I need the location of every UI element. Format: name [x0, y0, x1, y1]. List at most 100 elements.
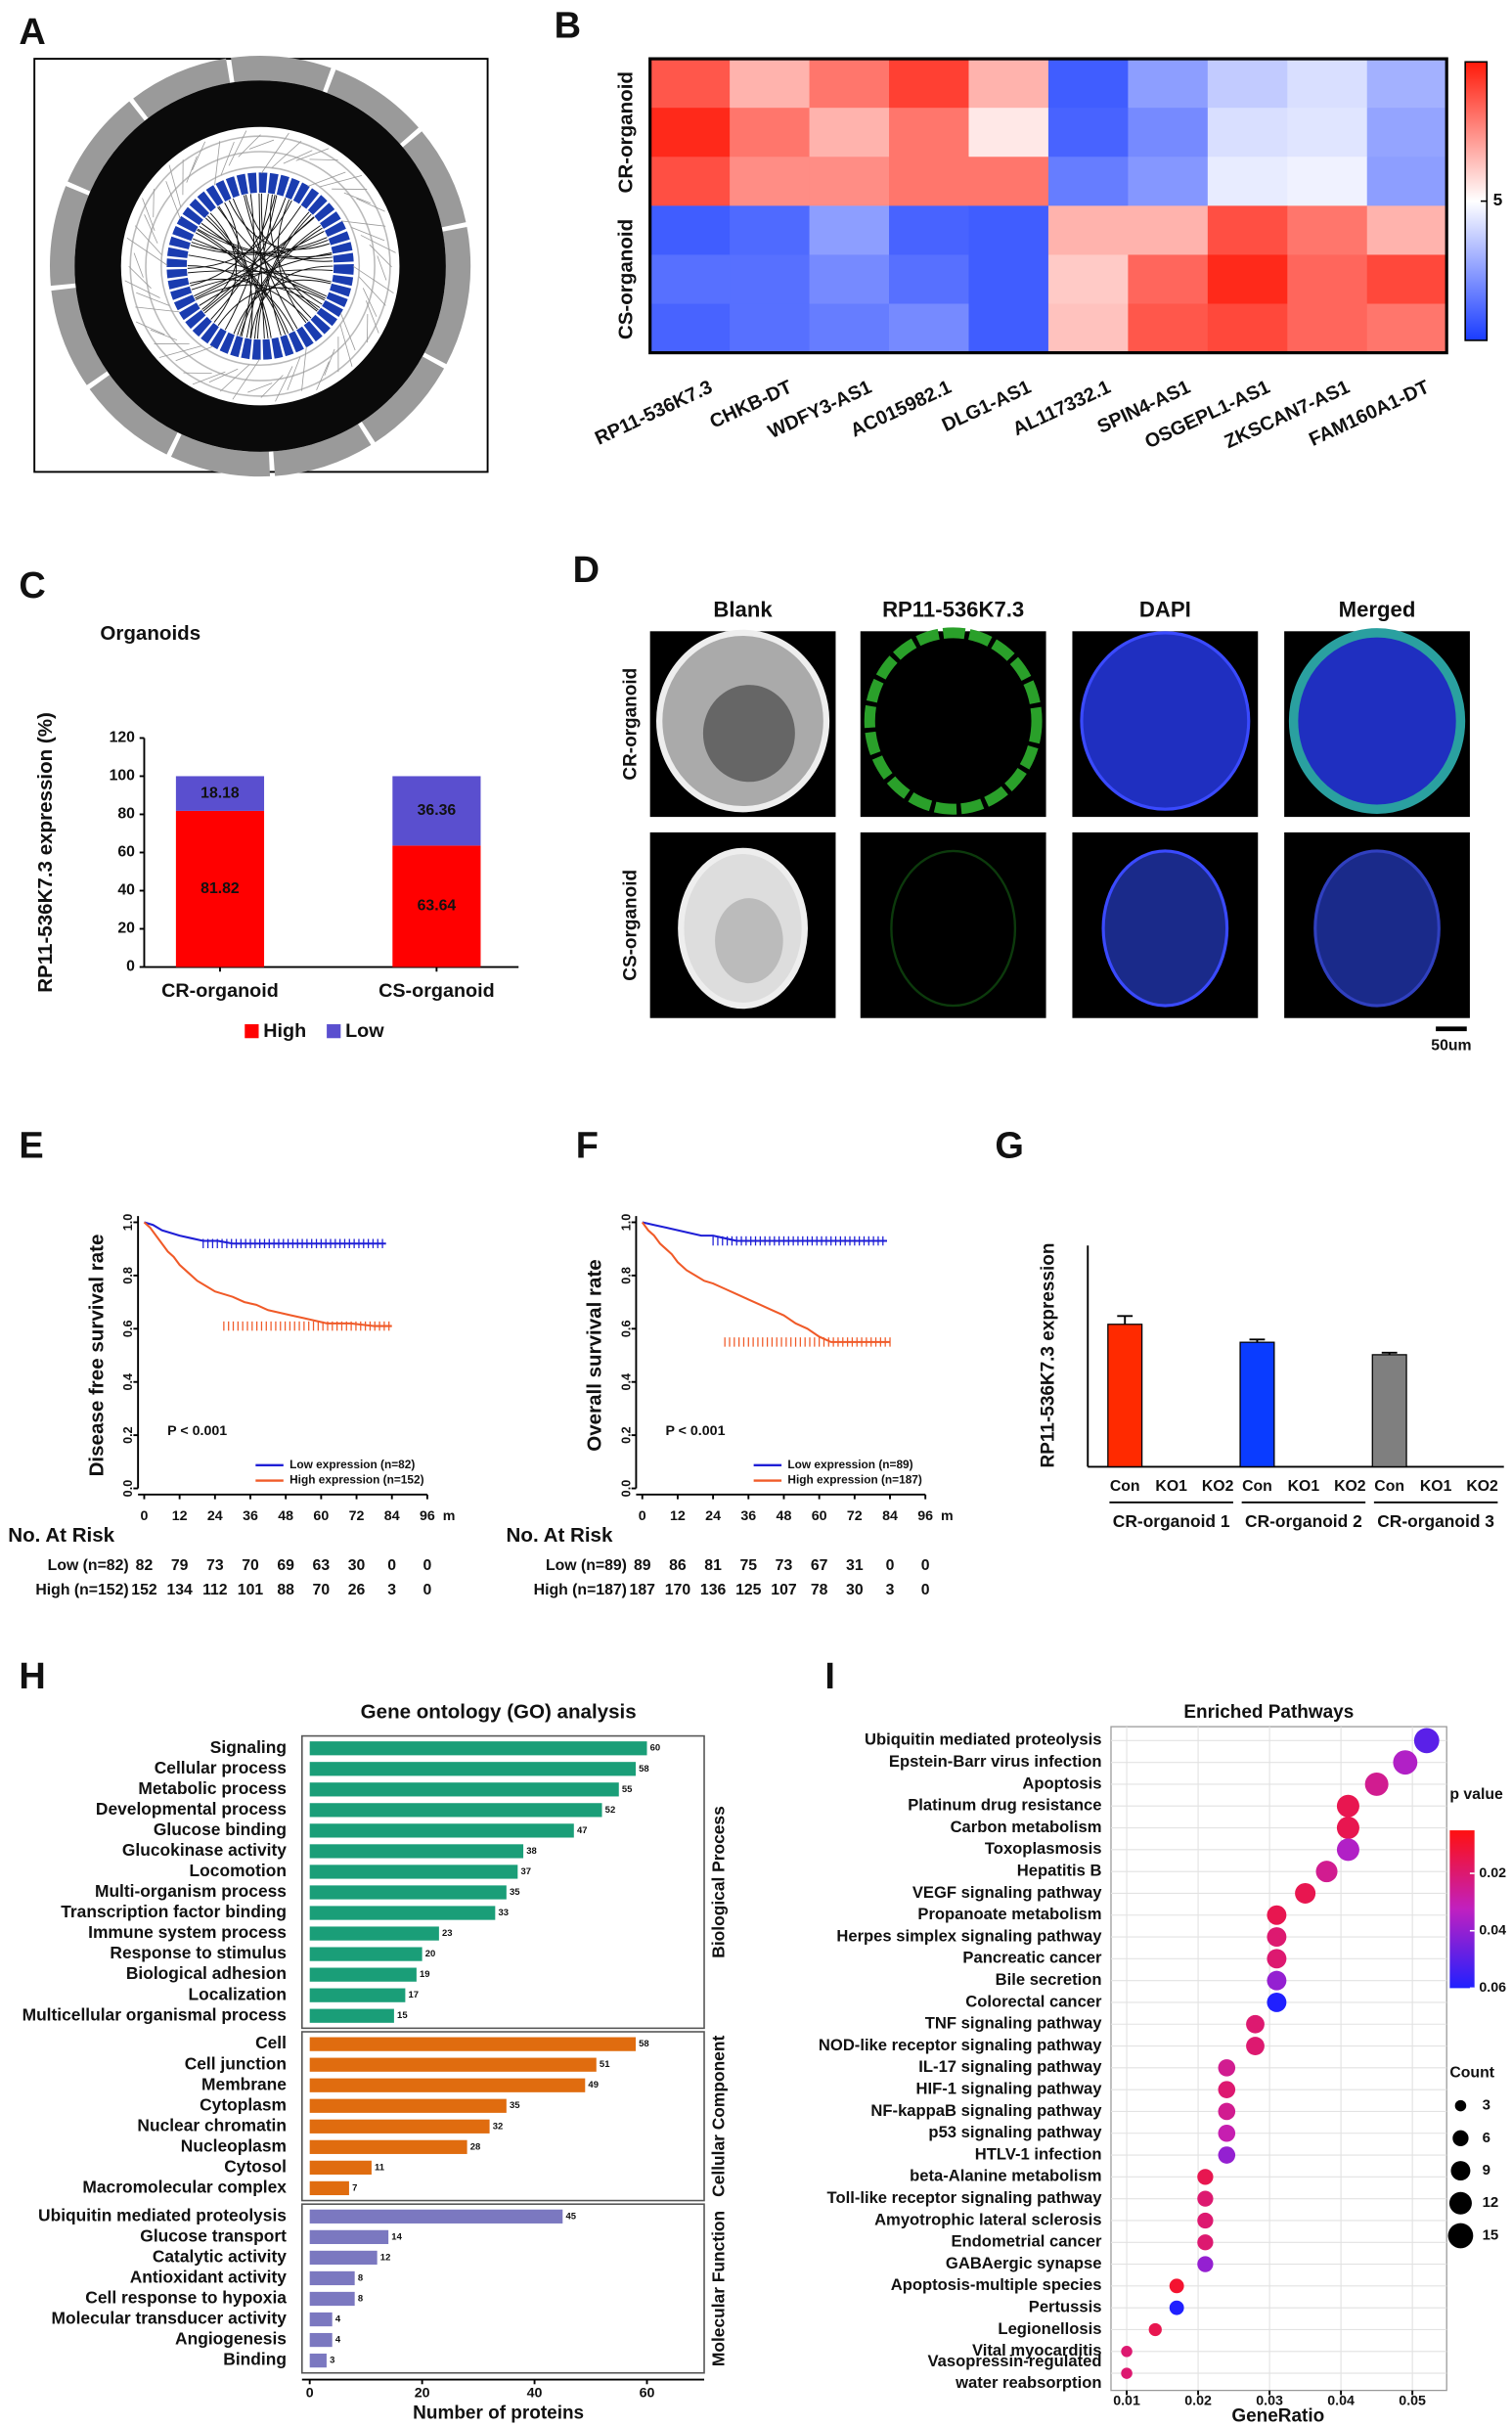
circos-plot [33, 55, 489, 477]
circos-link [136, 292, 170, 306]
heatmap-cell [968, 254, 1049, 305]
group-label: CR-organoid 2 [1245, 1511, 1362, 1531]
risk-value: 0 [423, 1557, 432, 1574]
heatmap-cell [968, 157, 1049, 206]
group-box [301, 2203, 705, 2374]
chart-title: Enriched Pathways [1183, 1702, 1354, 1723]
risk-table-title: No. At Risk [507, 1524, 613, 1547]
bubble [1267, 1927, 1287, 1948]
y-tick-label: 0.6 [619, 1321, 633, 1338]
bar [309, 1967, 417, 1982]
y-tick-label: Epstein-Barr virus infection [889, 1752, 1102, 1771]
risk-value: 26 [348, 1582, 366, 1598]
survival-curve [642, 1221, 887, 1242]
y-tick-label: Platinum drug resistance [908, 1796, 1101, 1815]
y-tick-label: 40 [117, 882, 135, 899]
x-tick-label: 0.01 [1113, 2393, 1140, 2408]
bubble [1121, 2367, 1133, 2379]
bar [1239, 1341, 1275, 1468]
circos-link [247, 382, 273, 393]
value-label: 11 [375, 2162, 384, 2173]
chart-title: Gene ontology (GO) analysis [361, 1700, 637, 1723]
bubble [1197, 2234, 1214, 2251]
y-tick-label: Cell response to hypoxia [85, 2288, 287, 2308]
y-tick-label: Apoptosis-multiple species [891, 2275, 1102, 2294]
heatmap-cell [1128, 254, 1209, 305]
circos-chord [245, 195, 334, 262]
x-tick-label: 0 [306, 2386, 314, 2402]
y-tick-label: HIF-1 signaling pathway [916, 2080, 1103, 2098]
y-tick-label: Cellular process [155, 1758, 287, 1777]
bar [309, 1906, 496, 1920]
circos-chord [206, 215, 272, 338]
bar [309, 2250, 378, 2266]
value-label: 38 [526, 1846, 537, 1857]
y-tick-label: NF-kappaB signaling pathway [870, 2101, 1102, 2120]
heatmap-cell [1287, 205, 1368, 255]
error-bar [1249, 1338, 1266, 1343]
legend-label: High expression (n=152) [289, 1473, 423, 1487]
bubble [1218, 2124, 1236, 2142]
bar [309, 2270, 355, 2286]
legend-label: High [263, 1020, 306, 1042]
y-axis-label: Overall survival rate [584, 1259, 606, 1451]
y-tick-label: Cytoplasm [200, 2094, 287, 2114]
circos-link [343, 192, 371, 204]
chart-title: Organoids [100, 622, 200, 645]
value-label: 4 [335, 2335, 341, 2346]
risk-row-label: Low (n=82) [48, 1557, 129, 1574]
heatmap-cell [1047, 108, 1129, 157]
bubble [1246, 2037, 1265, 2055]
size-legend-label: 12 [1483, 2194, 1499, 2211]
value-label: 35 [510, 2100, 520, 2111]
circos-link [283, 150, 313, 164]
heatmap-cell [1287, 108, 1368, 157]
y-tick-label: VEGF signaling pathway [912, 1883, 1102, 1902]
bubble [1197, 2190, 1214, 2207]
value-label: 15 [397, 2010, 408, 2021]
value-label: 63.64 [418, 898, 457, 915]
y-tick-label: p53 signaling pathway [928, 2123, 1102, 2141]
y-tick-label: Vasopressin-regulated water reabsorption [927, 2352, 1101, 2392]
risk-value: 82 [136, 1557, 154, 1574]
risk-value: 70 [313, 1582, 331, 1598]
y-tick-label: Multi-organism process [95, 1881, 287, 1901]
circos-link [369, 244, 392, 268]
bubble [1267, 1970, 1287, 1991]
value-label: 51 [600, 2059, 610, 2070]
organoid [1288, 628, 1466, 814]
x-unit: m [941, 1508, 954, 1524]
bar [309, 1988, 406, 2002]
bubble [1364, 1772, 1389, 1796]
heatmap-cell [1366, 254, 1447, 305]
image-column-label: Merged [1339, 598, 1416, 622]
bubble [1218, 2081, 1236, 2098]
y-tick-label: Legionellosis [998, 2319, 1101, 2338]
bar [309, 1844, 524, 1859]
legend-swatch [327, 1024, 341, 1039]
risk-value: 0 [423, 1582, 432, 1598]
circos-chord [195, 231, 325, 299]
value-label: 33 [499, 1908, 510, 1918]
risk-value: 0 [387, 1557, 396, 1574]
risk-value: 170 [665, 1582, 691, 1598]
y-tick-label: 1.0 [121, 1214, 135, 1232]
circos-link [301, 346, 307, 391]
heatmap-cell [649, 254, 731, 305]
heatmap-frame [648, 57, 1448, 355]
size-legend-label: 15 [1483, 2226, 1499, 2243]
y-tick-label: Ubiquitin mediated proteolysis [38, 2205, 287, 2224]
circos-gene-track [166, 172, 354, 360]
y-tick-label: IL-17 signaling pathway [918, 2057, 1102, 2076]
heatmap-cell [968, 59, 1049, 109]
risk-value: 107 [771, 1582, 797, 1598]
x-tick-label: 60 [313, 1508, 329, 1524]
y-tick-label: Glucose transport [140, 2225, 287, 2245]
circos-link [168, 164, 182, 207]
colorbar-tick-label: 5 [1493, 190, 1503, 209]
circos-ring [160, 166, 361, 367]
heatmap-cell [1366, 108, 1447, 157]
x-tick-label: 60 [640, 2386, 655, 2402]
circos-link [142, 198, 156, 231]
bar [309, 2291, 355, 2307]
